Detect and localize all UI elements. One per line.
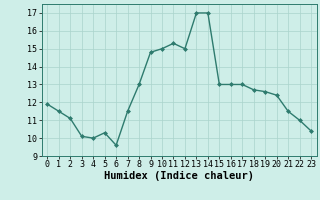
X-axis label: Humidex (Indice chaleur): Humidex (Indice chaleur)	[104, 171, 254, 181]
